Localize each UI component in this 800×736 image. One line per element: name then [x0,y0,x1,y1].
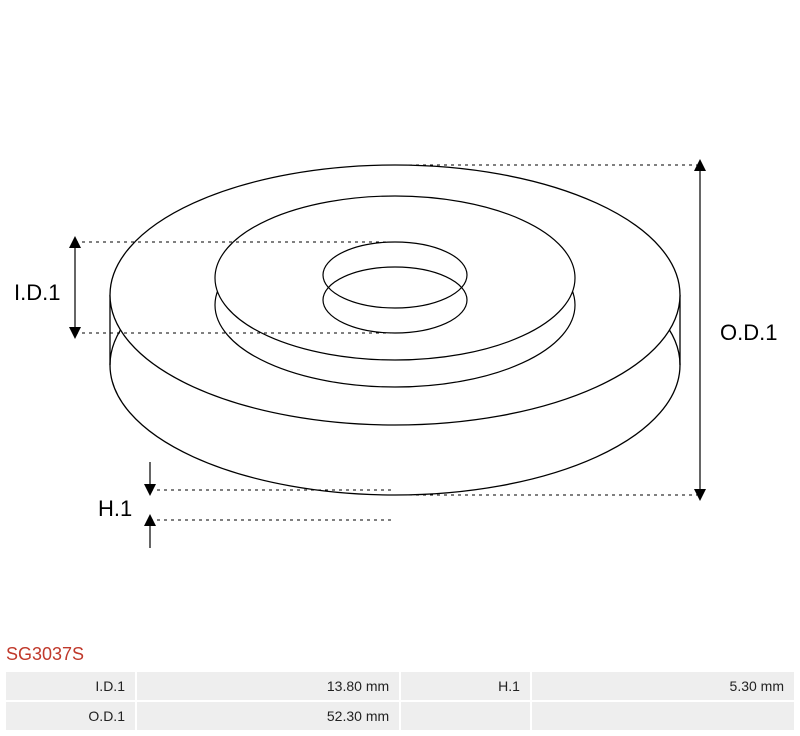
spec-value [532,702,794,730]
spec-label: O.D.1 [6,702,135,730]
label-h1: H.1 [98,496,132,522]
table-row: I.D.113.80 mmH.15.30 mm [6,672,794,700]
spec-label: H.1 [401,672,530,700]
diagram-svg [0,0,800,630]
spec-value: 13.80 mm [137,672,399,700]
table-row: O.D.152.30 mm [6,702,794,730]
spec-label [401,702,530,730]
label-id1: I.D.1 [14,280,60,306]
spec-table: I.D.113.80 mmH.15.30 mmO.D.152.30 mm [4,670,796,732]
spec-value: 52.30 mm [137,702,399,730]
spec-label: I.D.1 [6,672,135,700]
technical-diagram: I.D.1 O.D.1 H.1 [0,0,800,630]
label-od1: O.D.1 [720,320,777,346]
spec-value: 5.30 mm [532,672,794,700]
part-number: SG3037S [6,644,84,665]
